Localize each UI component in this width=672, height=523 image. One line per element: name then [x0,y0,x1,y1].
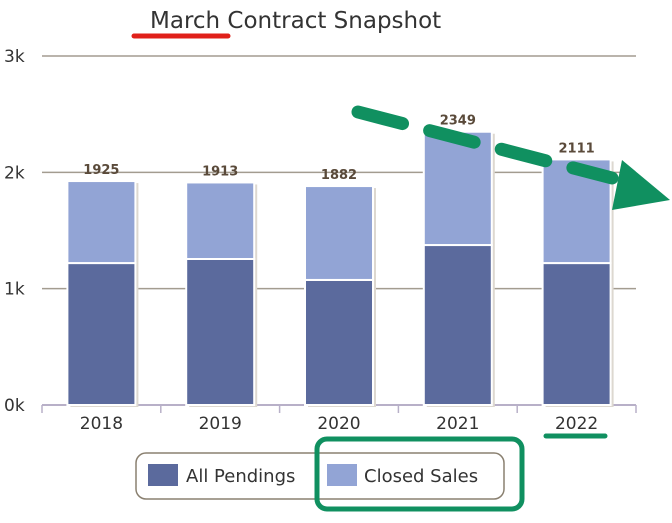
y-tick-label: 1k [4,280,25,300]
y-tick-label: 2k [4,163,25,183]
legend-swatch-all-pendings [148,464,178,486]
y-tick-label: 3k [4,47,25,67]
legend-item-all-pendings[interactable]: All Pendings [148,464,295,487]
bar-group-2020: 1882 2020 [304,168,376,434]
legend-item-closed-sales[interactable]: Closed Sales [327,464,478,487]
x-tick-label: 2019 [199,414,242,434]
x-tick-label: 2021 [436,414,479,434]
x-tick-label: 2018 [80,414,123,434]
y-tick-label: 0k [4,396,25,416]
data-label-total: 2349 [440,114,476,129]
data-label-total: 1913 [202,164,238,179]
x-tick-label: 2020 [317,414,360,434]
bar-closed-sales-2021[interactable] [422,130,493,247]
bar-closed-sales-2020[interactable] [304,185,374,281]
x-tick-label: 2022 [555,414,598,434]
closed-sales-highlight-box [314,436,525,512]
bar-group-2019: 1913 2019 [185,164,258,434]
bar-all-pendings-2018[interactable] [66,262,137,406]
legend-label-all-pendings: All Pendings [186,466,295,487]
dashed-trend-arrow-annotation [351,105,619,185]
bar-group-2018: 1925 2018 [66,163,139,434]
data-label-total: 1882 [321,168,357,183]
bar-closed-sales-2018[interactable] [66,180,137,265]
bar-all-pendings-2022[interactable] [541,262,612,406]
chart-title: March Contract Snapshot [150,8,441,34]
data-label-total: 2111 [559,141,595,156]
arrow-head-icon [612,160,670,210]
annotations [131,33,670,512]
bar-all-pendings-2019[interactable] [185,258,256,407]
legend-box [135,452,505,500]
bar-closed-sales-2019[interactable] [185,181,256,261]
bar-group-2022: 2111 2022 [541,141,614,434]
bar-all-pendings-2020[interactable] [304,278,374,407]
data-label-total: 1925 [83,163,119,178]
legend-label-closed-sales: Closed Sales [364,466,478,487]
bar-group-2021: 2349 2021 [422,114,495,434]
legend-swatch-closed-sales [327,464,357,486]
bar-all-pendings-2021[interactable] [422,244,493,406]
legend: All Pendings Closed Sales [135,452,505,500]
